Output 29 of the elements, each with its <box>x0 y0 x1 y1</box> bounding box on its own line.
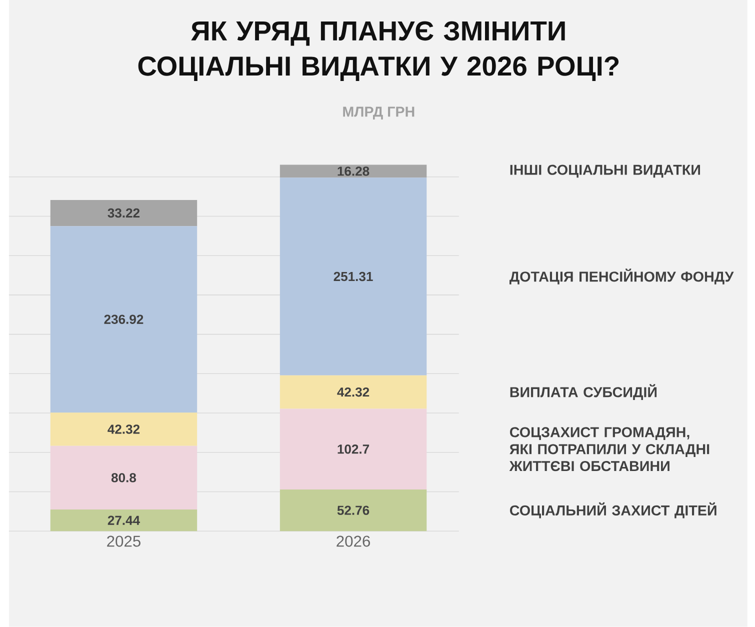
text: ВИПЛАТА СУБСИДІЙ <box>510 384 657 400</box>
x-tick-label: 2025 <box>107 536 140 547</box>
data-label: 80.8 <box>111 473 136 482</box>
bar <box>50 510 198 532</box>
bar <box>280 490 427 532</box>
data-label: 42.32 <box>108 424 140 434</box>
bar <box>280 164 427 178</box>
bar <box>50 446 198 510</box>
chart-title: ЯК УРЯД ПЛАНУЄ ЗМІНИТИ СОЦІАЛЬНІ ВИДАТКИ У 2026 РОЦІ? <box>138 21 619 82</box>
bar <box>280 178 427 376</box>
chart-subtitle: МЛРД ГРН <box>343 106 414 120</box>
text: СОЦЗАХИСТ ГРОМАДЯН, ЯКІ ПОТРАПИЛИ У СКЛАДНІ ЖИТТЄВІ ОБСТАВИНИ <box>509 427 710 472</box>
bar <box>50 412 198 446</box>
text: СОЦІАЛЬНИЙ ЗАХИСТ ДІТЕЙ <box>510 502 716 518</box>
data-label: 102.7 <box>338 444 370 454</box>
data-label: 236.92 <box>104 314 144 324</box>
data-label: 27.44 <box>108 516 140 525</box>
bar <box>280 375 427 409</box>
text: ДОТАЦІЯ ПЕНСІЙНОМУ ФОНДУ <box>510 268 734 284</box>
data-label: 52.76 <box>337 506 370 515</box>
bar <box>50 200 198 226</box>
data-label: 42.32 <box>337 387 370 397</box>
x-tick-label: 2026 <box>336 536 370 547</box>
bar <box>280 408 427 490</box>
bar <box>50 226 198 413</box>
data-label: 251.31 <box>334 272 373 282</box>
data-label: 16.28 <box>338 166 370 176</box>
text: ІНШІ СОЦІАЛЬНІ ВИДАТКИ <box>510 164 700 178</box>
data-label: 33.22 <box>108 208 140 218</box>
